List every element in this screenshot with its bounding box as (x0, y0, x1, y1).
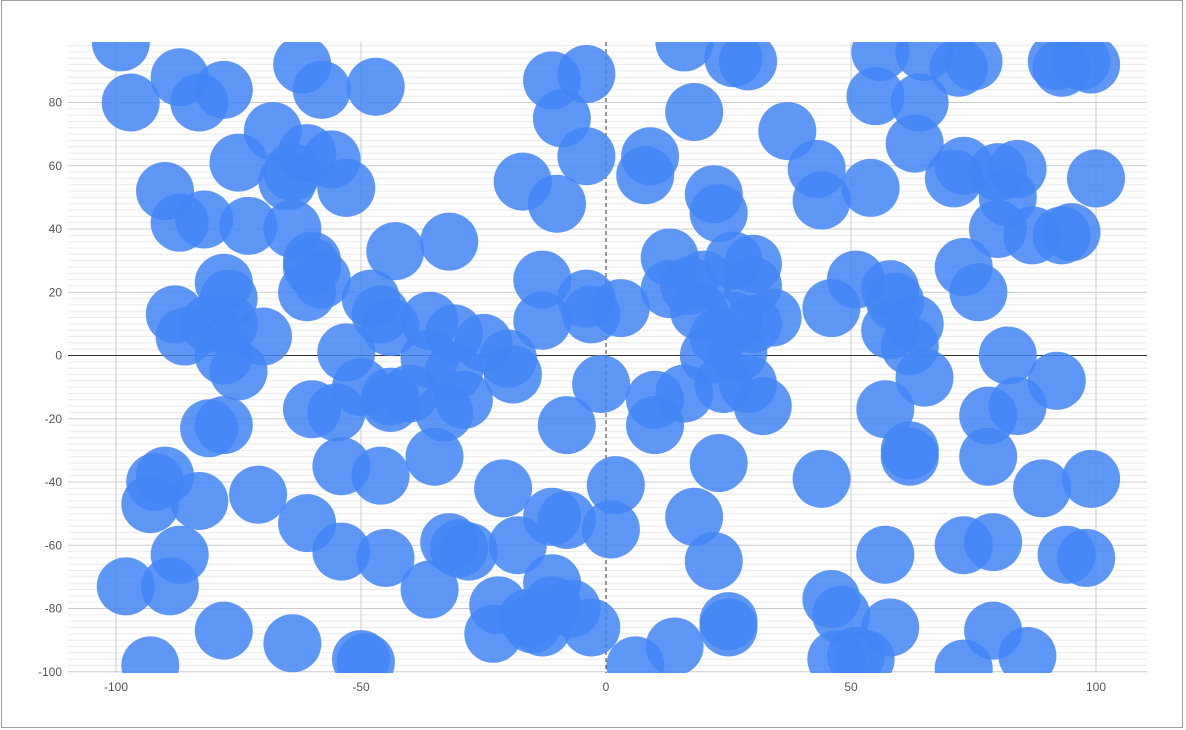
data-points (91, 42, 1125, 673)
x-tick-label: 100 (1086, 680, 1106, 694)
data-point (121, 636, 180, 673)
data-point (743, 288, 802, 347)
data-point (572, 354, 631, 413)
data-point (101, 73, 160, 132)
data-point (194, 396, 253, 455)
y-tick-label: -100 (38, 665, 62, 679)
data-point (841, 158, 900, 217)
data-point (964, 513, 1023, 572)
data-point (836, 630, 895, 673)
data-point (513, 250, 572, 309)
y-tick-label: 20 (49, 285, 63, 299)
data-point (194, 601, 253, 660)
data-point (312, 522, 371, 581)
data-point (557, 127, 616, 186)
data-point (336, 633, 395, 673)
data-point (1062, 449, 1121, 508)
x-tick-label: 50 (844, 680, 858, 694)
data-point (934, 639, 993, 673)
data-point (621, 127, 680, 186)
x-tick-labels: -100 -50 0 50 100 (104, 680, 1106, 694)
data-point (684, 532, 743, 591)
data-point (998, 626, 1057, 673)
data-point (258, 152, 317, 211)
data-point (895, 348, 954, 407)
data-point (978, 326, 1037, 385)
data-point (434, 370, 493, 429)
data-point (719, 42, 778, 91)
data-point (792, 171, 851, 230)
data-point (283, 231, 341, 290)
data-point (317, 158, 376, 217)
data-point (474, 459, 533, 518)
data-point (1027, 351, 1086, 410)
data-point (562, 598, 621, 657)
data-point (537, 490, 596, 549)
data-point (959, 427, 1018, 486)
data-point (1057, 528, 1116, 587)
data-point (150, 525, 209, 584)
data-point (464, 604, 523, 663)
data-point (194, 60, 253, 119)
y-tick-label: -60 (45, 538, 63, 552)
data-point (880, 427, 939, 486)
data-point (356, 528, 415, 587)
x-tick-label: -100 (104, 680, 128, 694)
y-tick-label: 60 (49, 159, 63, 173)
data-point (121, 475, 180, 534)
data-point (591, 279, 650, 338)
data-point (513, 291, 572, 350)
data-point (351, 446, 410, 505)
data-point (557, 45, 616, 104)
data-point (366, 222, 425, 281)
data-point (170, 471, 229, 530)
data-point (655, 42, 714, 72)
data-point (292, 60, 351, 119)
data-point (537, 396, 596, 455)
data-point (91, 42, 150, 72)
y-tick-label: -40 (45, 475, 63, 489)
x-tick-label: -50 (352, 680, 370, 694)
data-point (665, 487, 724, 546)
data-point (400, 560, 459, 619)
data-point (1067, 149, 1125, 208)
data-point (219, 196, 278, 255)
data-point (665, 82, 724, 141)
data-point (949, 263, 1008, 322)
y-tick-label: -80 (45, 602, 63, 616)
data-point (199, 294, 258, 353)
data-point (581, 500, 640, 559)
data-point (586, 456, 645, 515)
data-point (420, 212, 479, 271)
data-point (439, 522, 498, 581)
y-tick-label: -20 (45, 412, 63, 426)
x-tick-label: 0 (603, 680, 610, 694)
data-point (885, 114, 944, 173)
data-point (96, 557, 155, 616)
data-point (792, 449, 851, 508)
data-point (846, 67, 905, 126)
data-point (1062, 42, 1121, 94)
y-tick-labels: 80 60 40 20 0 -20 -40 -60 -80 -100 (38, 96, 62, 679)
data-point (645, 617, 704, 673)
data-point (944, 42, 1003, 91)
data-point (405, 427, 464, 486)
data-point (856, 525, 915, 584)
data-point (346, 57, 405, 116)
data-point (483, 345, 542, 404)
data-point (528, 174, 586, 233)
data-point (1013, 459, 1072, 518)
data-point (689, 184, 748, 243)
data-point (175, 190, 234, 249)
data-point (263, 614, 322, 673)
data-point (1042, 203, 1101, 262)
data-point (229, 465, 288, 524)
data-point (689, 434, 748, 493)
y-tick-label: 40 (49, 222, 63, 236)
data-point (699, 598, 758, 657)
y-tick-label: 80 (49, 96, 63, 110)
data-point (733, 377, 792, 436)
y-tick-label: 0 (55, 349, 62, 363)
